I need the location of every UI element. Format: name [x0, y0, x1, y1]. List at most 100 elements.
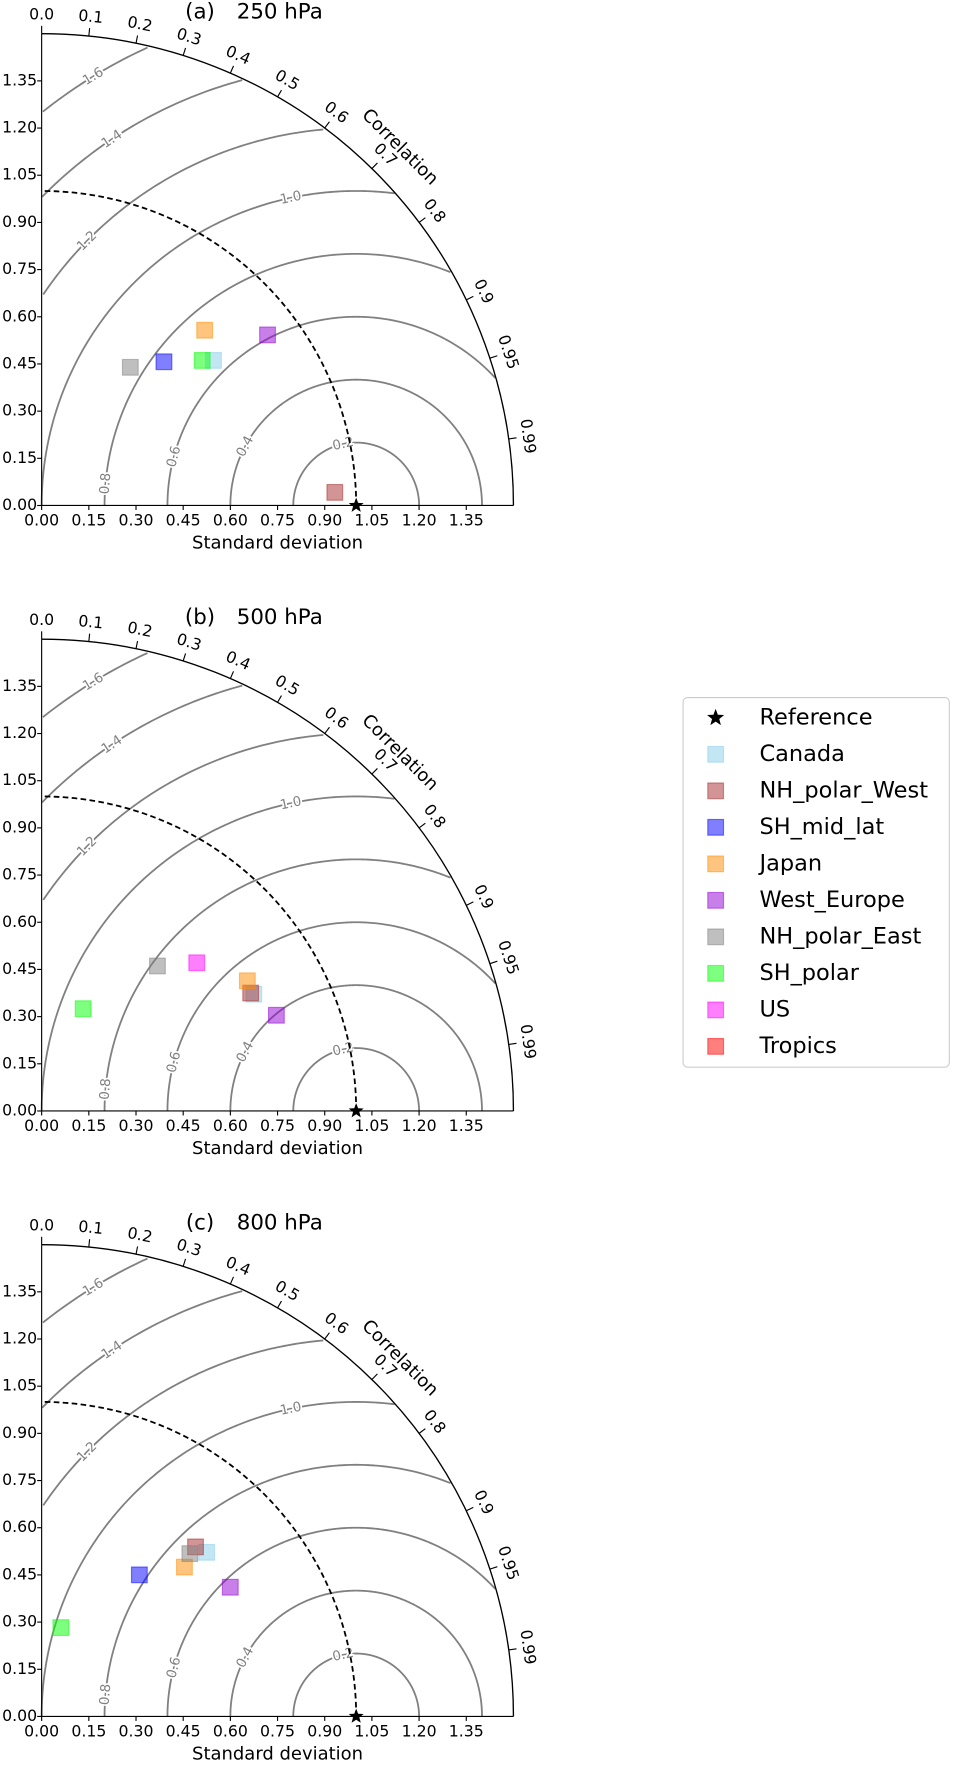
point — [155, 353, 173, 371]
corr-tick-label: 0.99 — [517, 417, 541, 454]
corr-tick-label: 0.5 — [272, 1276, 303, 1305]
legend-label: Canada — [759, 741, 844, 767]
reference-arc — [41, 190, 358, 506]
corr-tick — [135, 640, 139, 649]
rms-label: 0.8 — [97, 1078, 115, 1101]
legend-label: Japan — [757, 850, 822, 876]
corr-tick-label: 0.2 — [126, 1223, 154, 1247]
rms-label: 0.6 — [163, 1050, 184, 1075]
y-tick-label: 0.45 — [2, 1564, 37, 1583]
y-tick-label: 0.60 — [2, 306, 37, 325]
legend-box — [682, 697, 950, 1068]
legend-label: NH_polar_East — [759, 923, 921, 949]
corr-tick — [324, 121, 330, 129]
corr-tick-label: 0.0 — [29, 1215, 54, 1234]
point — [121, 358, 139, 376]
corr-tick-label: 0.99 — [517, 1628, 541, 1665]
x-tick-label: 0.45 — [166, 1116, 201, 1135]
rms-label: 0.4 — [233, 1039, 257, 1065]
x-tick-label: 0.30 — [119, 1722, 154, 1741]
x-axis-label: Standard deviation — [192, 1744, 363, 1765]
corr-tick-label: 0.6 — [321, 1308, 352, 1338]
corr-tick — [229, 671, 235, 679]
rms-contour — [166, 921, 496, 1111]
rms-label: 0.8 — [97, 472, 115, 495]
corr-tick-label: 0.95 — [494, 938, 523, 977]
corr-tick-label: 0.8 — [420, 195, 450, 226]
rms-contour — [103, 1463, 451, 1717]
corr-tick — [229, 65, 235, 74]
corr-tick-label: 0.8 — [420, 1406, 450, 1437]
rms-contour — [40, 190, 395, 506]
y-tick-label: 0.00 — [2, 1100, 37, 1119]
rms-label: 0.4 — [233, 1644, 257, 1670]
rms-contour — [166, 315, 496, 506]
x-tick-label: 0.00 — [24, 511, 59, 530]
outer-arc — [41, 33, 515, 506]
y-tick-label: 0.90 — [2, 817, 37, 836]
corr-tick-label: 0.4 — [223, 41, 254, 68]
corr-axis-label: Correlation — [358, 105, 443, 190]
corr-tick-label: 0.1 — [77, 611, 104, 632]
corr-tick — [88, 1239, 91, 1248]
corr-tick-label: 0.1 — [77, 1217, 104, 1238]
rms-label: 0.6 — [163, 444, 184, 469]
legend-marker — [707, 745, 725, 763]
corr-tick-label: 0.6 — [321, 703, 352, 733]
legend-marker — [707, 818, 725, 836]
y-tick-label: 1.05 — [2, 165, 37, 184]
reference-point — [348, 1708, 364, 1723]
x-tick-label: 1.05 — [354, 1722, 389, 1741]
corr-tick — [277, 1300, 282, 1309]
x-tick-label: 0.90 — [307, 1116, 342, 1135]
corr-tick-label: 0.3 — [174, 24, 204, 50]
x-axis-label: Standard deviation — [192, 1138, 363, 1159]
rms-contour — [40, 795, 395, 1111]
corr-tick — [88, 633, 91, 642]
point — [193, 352, 211, 369]
legend-marker — [707, 964, 725, 982]
x-tick-label: 0.75 — [260, 1722, 295, 1741]
corr-tick — [324, 726, 330, 734]
legend-label: Reference — [759, 704, 872, 730]
y-tick-label: 0.90 — [2, 1423, 37, 1442]
point — [259, 326, 276, 344]
corr-tick — [508, 437, 517, 440]
y-tick-label: 0.90 — [2, 212, 37, 231]
y-tick-label: 0.15 — [2, 1053, 37, 1072]
point — [267, 1006, 285, 1024]
rms-contour — [42, 1257, 148, 1324]
x-tick-label: 1.20 — [402, 1116, 437, 1135]
x-tick-label: 1.35 — [449, 511, 484, 530]
corr-tick-label: 0.95 — [494, 332, 523, 371]
corr-tick-label: 0.4 — [223, 647, 254, 674]
legend-label: SH_polar — [759, 960, 859, 986]
y-tick-label: 0.75 — [2, 1470, 37, 1489]
rms-contour — [41, 79, 243, 198]
corr-tick-label: 0.8 — [420, 800, 450, 831]
legend-marker — [707, 708, 725, 726]
y-tick-label: 1.05 — [2, 1376, 37, 1395]
rms-contour — [41, 1290, 243, 1409]
y-tick-label: 0.15 — [2, 1659, 37, 1678]
point — [196, 321, 214, 339]
point — [238, 972, 256, 990]
panel-label: (a) — [185, 0, 215, 24]
corr-tick — [135, 35, 139, 44]
rms-contour — [41, 684, 243, 803]
corr-tick — [418, 217, 426, 223]
rms-label: 1.0 — [279, 793, 303, 813]
corr-tick-label: 0.9 — [470, 276, 498, 307]
outer-arc — [41, 1243, 515, 1717]
corr-tick-label: 0.1 — [77, 6, 104, 27]
corr-tick — [88, 28, 91, 37]
corr-tick-label: 0.99 — [517, 1023, 541, 1060]
y-tick-label: 1.20 — [2, 723, 37, 742]
y-tick-label: 1.35 — [2, 1281, 37, 1300]
legend-label: Tropics — [758, 1033, 836, 1059]
rms-contour — [292, 1652, 420, 1717]
point — [74, 1000, 92, 1018]
reference-point — [348, 497, 364, 512]
x-tick-label: 0.00 — [24, 1116, 59, 1135]
